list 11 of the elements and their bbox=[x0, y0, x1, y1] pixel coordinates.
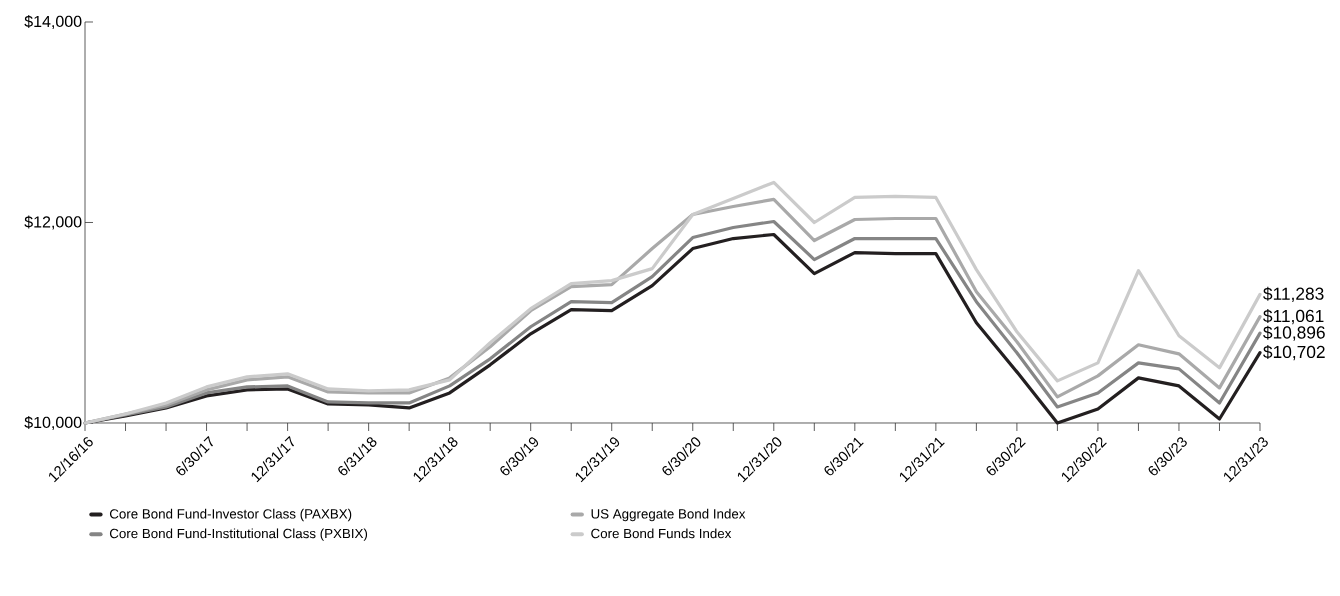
data-label: $10,896 bbox=[1263, 325, 1325, 341]
data-label: $11,283 bbox=[1263, 286, 1324, 302]
legend-label: Core Bond Fund-Investor Class (PAXBX) bbox=[109, 508, 352, 522]
data-label: $11,061 bbox=[1263, 309, 1324, 325]
legend-label: Core Bond Funds Index bbox=[591, 528, 732, 539]
y-tick-label: $12,000 bbox=[24, 215, 82, 230]
data-label: $10,702 bbox=[1263, 345, 1325, 361]
y-tick-label: $14,000 bbox=[24, 15, 82, 29]
legend-label: Core Bond Fund-Institutional Class (PXBIX) bbox=[109, 528, 368, 541]
y-tick-label: $10,000 bbox=[24, 416, 82, 430]
legend-label: US Aggregate Bond Index bbox=[591, 508, 746, 522]
